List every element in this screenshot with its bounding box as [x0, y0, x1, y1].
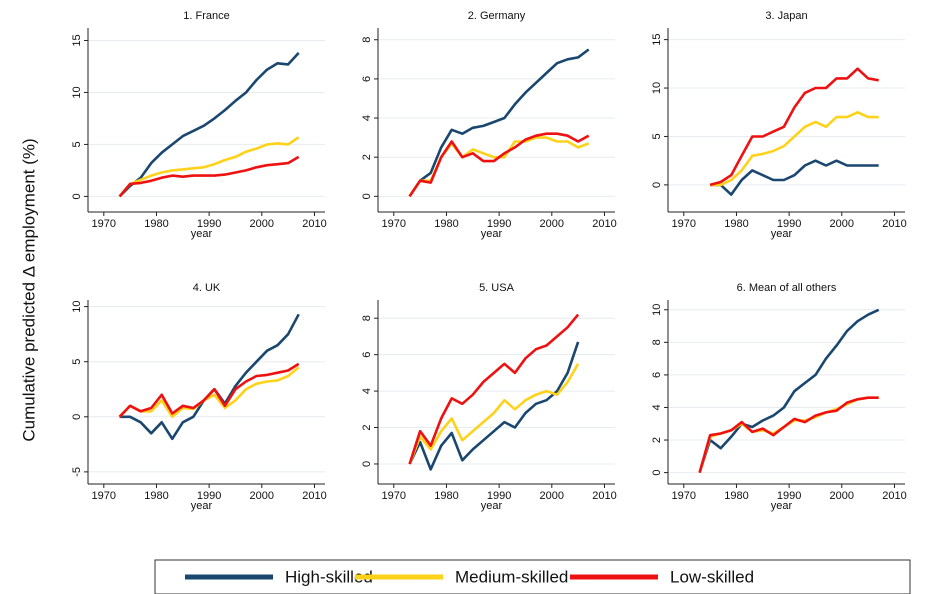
y-tick-label: -5	[71, 467, 83, 477]
y-tick-label: 6	[361, 352, 373, 358]
y-tick-label: 10	[71, 300, 83, 312]
x-tick-label: 1970	[382, 490, 406, 502]
y-tick-label: 4	[651, 404, 663, 410]
x-tick-label: 1970	[672, 218, 696, 230]
x-tick-label: 2000	[250, 218, 274, 230]
x-tick-label: 1980	[434, 218, 458, 230]
series-line	[118, 52, 300, 198]
x-tick-label: 1990	[197, 218, 221, 230]
series-line	[118, 155, 300, 198]
x-tick-label: 1980	[144, 218, 168, 230]
series-line	[709, 67, 879, 187]
series-line	[408, 363, 580, 465]
series-line	[698, 396, 879, 473]
x-tick-label: 2000	[830, 218, 854, 230]
y-tick-label: 8	[651, 339, 663, 345]
y-tick-label: 5	[71, 141, 83, 147]
legend-label: Medium-skilled	[455, 567, 568, 586]
legend-label: Low-skilled	[670, 567, 754, 586]
y-tick-label: 6	[361, 76, 373, 82]
y-tick-label: 0	[361, 193, 373, 199]
y-tick-label: 15	[651, 33, 663, 45]
y-tick-label: 0	[651, 182, 663, 188]
x-tick-label: 1970	[92, 490, 116, 502]
x-tick-label: 2000	[250, 490, 274, 502]
series-line	[118, 136, 300, 198]
x-tick-label: 2000	[540, 218, 564, 230]
y-tick-label: 5	[651, 133, 663, 139]
series-line	[408, 341, 580, 471]
series-line	[408, 48, 590, 198]
y-tick-label: 10	[651, 304, 663, 316]
panel-title: 6. Mean of all others	[737, 282, 837, 294]
panel-title: 3. Japan	[765, 10, 807, 22]
x-tick-label: 2010	[882, 218, 906, 230]
x-tick-label: 2010	[302, 490, 326, 502]
x-tick-label: 2010	[882, 490, 906, 502]
panel-title: 5. USA	[479, 282, 515, 294]
x-tick-label: 1990	[777, 490, 801, 502]
panel-title: 1. France	[183, 10, 229, 22]
y-tick-label: 0	[71, 193, 83, 199]
y-tick-label: 6	[651, 372, 663, 378]
y-tick-label: 8	[361, 37, 373, 43]
y-tick-label: 2	[651, 437, 663, 443]
y-tick-label: 0	[361, 461, 373, 467]
x-tick-label: 2010	[592, 490, 616, 502]
x-axis-label: year	[191, 500, 213, 512]
series-line	[118, 366, 300, 419]
x-tick-label: 1980	[724, 490, 748, 502]
x-axis-label: year	[481, 228, 503, 240]
x-tick-label: 1990	[777, 218, 801, 230]
legend-box	[154, 559, 911, 594]
panel-title: 2. Germany	[468, 10, 526, 22]
x-tick-label: 1980	[434, 490, 458, 502]
y-tick-label: 2	[361, 424, 373, 430]
x-tick-label: 1990	[487, 490, 511, 502]
y-tick-label: 5	[71, 359, 83, 365]
panel-title: 4. UK	[193, 282, 221, 294]
y-tick-label: 10	[651, 82, 663, 94]
x-tick-label: 1990	[197, 490, 221, 502]
y-tick-label: 15	[71, 34, 83, 46]
x-tick-label: 1990	[487, 218, 511, 230]
x-tick-label: 2010	[592, 218, 616, 230]
y-axis-label: Cumulative predicted Δ employment (%)	[19, 138, 38, 441]
series-line	[408, 132, 590, 198]
series-line	[710, 159, 879, 196]
series-line	[118, 362, 300, 418]
y-tick-label: 4	[361, 115, 373, 121]
x-axis-label: year	[771, 500, 793, 512]
y-tick-label: 4	[361, 388, 373, 394]
x-axis-label: year	[191, 228, 213, 240]
y-tick-label: 0	[71, 414, 83, 420]
y-tick-label: 8	[361, 315, 373, 321]
y-tick-label: 10	[71, 86, 83, 98]
series-line	[710, 111, 879, 187]
x-axis-label: year	[771, 228, 793, 240]
x-tick-label: 1970	[382, 218, 406, 230]
x-tick-label: 2000	[540, 490, 564, 502]
x-tick-label: 1980	[144, 490, 168, 502]
x-tick-label: 1970	[672, 490, 696, 502]
series-line	[119, 313, 300, 441]
x-tick-label: 2010	[302, 218, 326, 230]
y-tick-label: 2	[361, 154, 373, 160]
y-tick-label: 0	[651, 470, 663, 476]
series-line	[408, 313, 580, 465]
x-tick-label: 1970	[92, 218, 116, 230]
x-axis-label: year	[481, 500, 503, 512]
series-line	[698, 308, 880, 473]
x-tick-label: 1980	[724, 218, 748, 230]
legend-label: High-skilled	[285, 567, 373, 586]
series-line	[698, 396, 879, 473]
x-tick-label: 2000	[830, 490, 854, 502]
